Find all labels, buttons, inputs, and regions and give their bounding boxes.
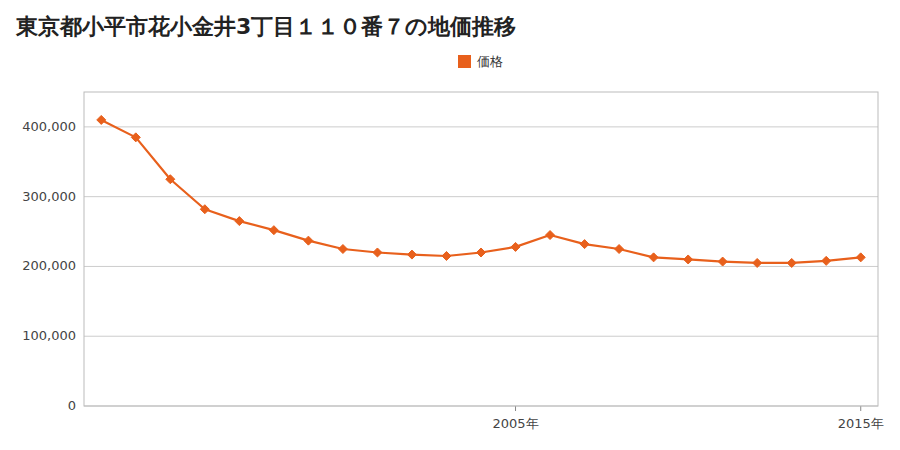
legend-label: 価格 <box>477 54 503 69</box>
x-tick <box>860 406 861 411</box>
legend: 価格 <box>458 54 503 69</box>
plot-frame <box>84 92 878 406</box>
marker <box>338 245 347 254</box>
marker <box>373 248 382 257</box>
marker <box>856 253 865 262</box>
marker <box>511 242 520 251</box>
marker <box>787 258 796 267</box>
marker <box>442 251 451 260</box>
marker <box>269 226 278 235</box>
grid-line <box>84 336 878 337</box>
marker <box>97 115 106 124</box>
marker <box>235 217 244 226</box>
y-tick-label: 100,000 <box>22 328 76 343</box>
y-tick-label: 200,000 <box>22 258 76 273</box>
marker <box>718 257 727 266</box>
marker <box>684 255 693 264</box>
marker <box>753 258 762 267</box>
marker <box>580 240 589 249</box>
grid-line <box>84 196 878 197</box>
marker <box>649 253 658 262</box>
marker <box>200 205 209 214</box>
y-tick-label: 400,000 <box>22 119 76 134</box>
data-group <box>97 115 865 267</box>
y-tick-label: 0 <box>68 398 76 413</box>
legend-swatch <box>458 55 471 68</box>
x-tick-label: 2015年 <box>838 416 884 431</box>
marker <box>304 236 313 245</box>
x-tick <box>515 406 516 411</box>
series-line <box>101 120 860 263</box>
marker <box>615 245 624 254</box>
marker <box>822 256 831 265</box>
marker <box>477 248 486 257</box>
marker <box>546 231 555 240</box>
chart-svg: 東京都小平市花小金井3丁目１１０番７の地価推移 0 100,000 200,000 30… <box>0 0 900 450</box>
title: 東京都小平市花小金井3丁目１１０番７の地価推移 <box>15 14 516 39</box>
marker <box>407 250 416 259</box>
marker <box>131 133 140 142</box>
y-tick-label: 300,000 <box>22 189 76 204</box>
grid-line <box>84 126 878 127</box>
y-grid <box>84 127 878 406</box>
x-tick-label: 2005年 <box>492 416 538 431</box>
chart-container: 東京都小平市花小金井3丁目１１０番７の地価推移 0 100,000 200,000 30… <box>0 0 900 450</box>
marker <box>166 175 175 184</box>
